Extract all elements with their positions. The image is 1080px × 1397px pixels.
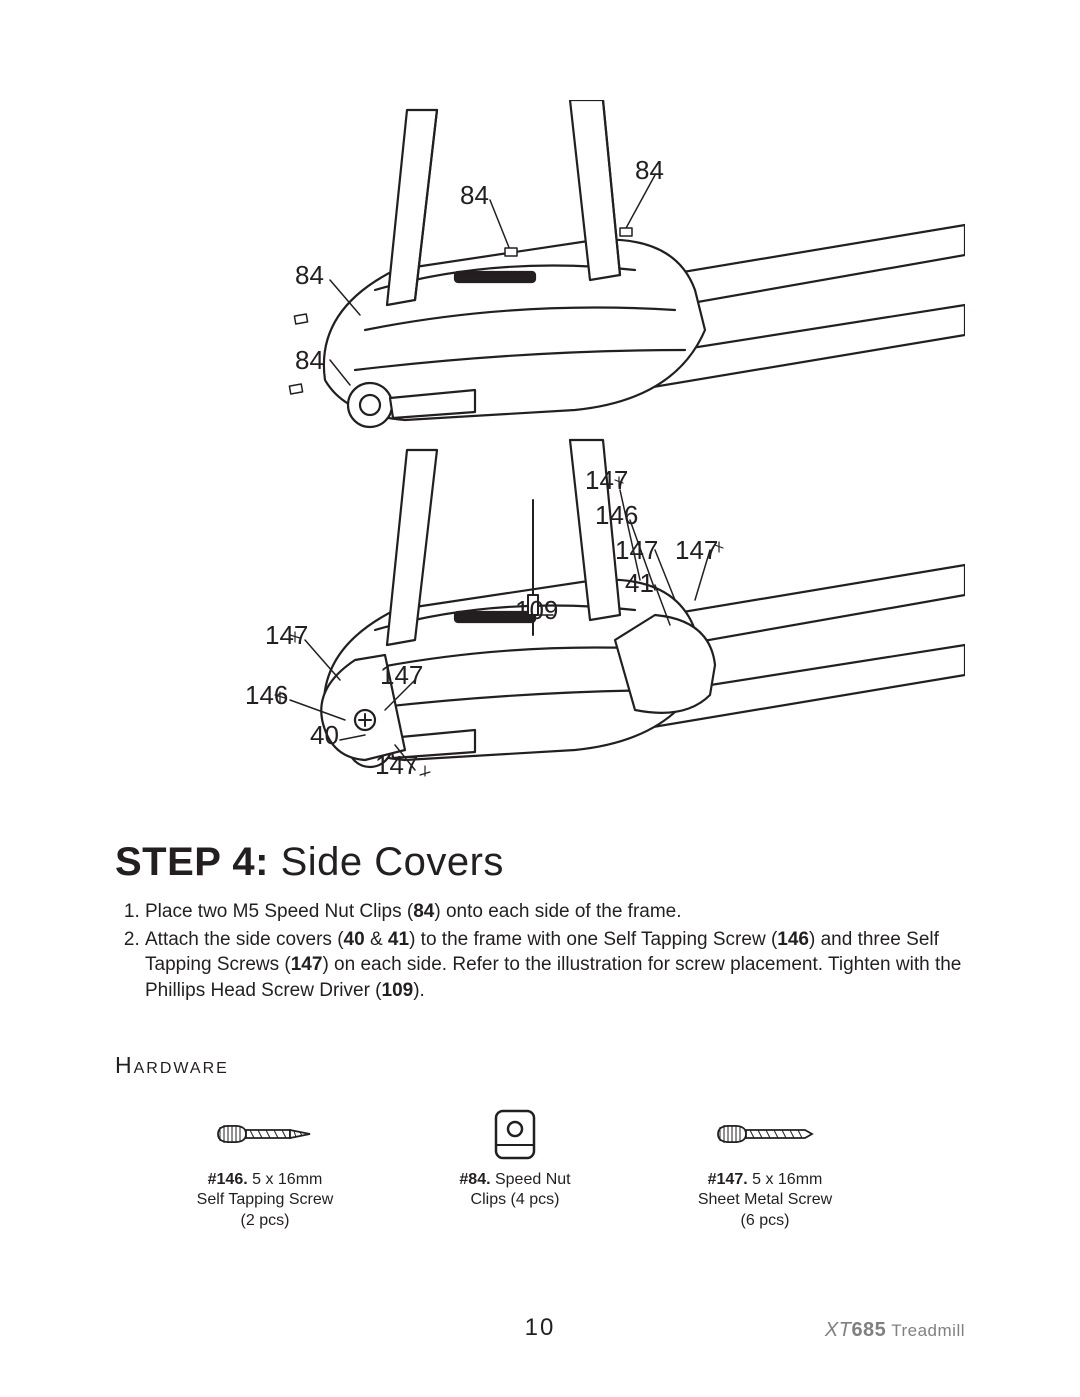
callout-147: 147	[380, 660, 423, 691]
callout-146: 146	[595, 500, 638, 531]
instruction-list: Place two M5 Speed Nut Clips (84) onto e…	[119, 899, 965, 1004]
assembly-diagram: 848484841471461471474110914714714640147	[115, 100, 965, 820]
step-title: STEP 4: Side Covers	[115, 840, 965, 885]
hardware-label: #147. 5 x 16mmSheet Metal Screw(6 pcs)	[685, 1170, 845, 1232]
callout-41: 41	[625, 568, 654, 599]
hardware-heading: Hardware	[115, 1052, 965, 1079]
callout-147: 147	[615, 535, 658, 566]
screw-icon	[185, 1107, 345, 1162]
hardware-label: #84. Speed NutClips (4 pcs)	[435, 1170, 595, 1212]
diagram-svg	[115, 100, 965, 820]
page-number: 10	[525, 1314, 556, 1342]
callout-84: 84	[295, 345, 324, 376]
callout-84: 84	[635, 155, 664, 186]
hardware-row: #146. 5 x 16mmSelf Tapping Screw(2 pcs) …	[185, 1107, 965, 1232]
step-prefix: STEP 4:	[115, 840, 269, 884]
hardware-item-146: #146. 5 x 16mmSelf Tapping Screw(2 pcs)	[185, 1107, 345, 1232]
callout-84: 84	[460, 180, 489, 211]
callout-84: 84	[295, 260, 324, 291]
speed-nut-icon	[435, 1107, 595, 1162]
sheet-metal-screw-icon	[685, 1107, 845, 1162]
hardware-item-84: #84. Speed NutClips (4 pcs)	[435, 1107, 595, 1232]
callout-147: 147	[265, 620, 308, 651]
callout-109: 109	[515, 595, 558, 626]
step-name: Side Covers	[281, 840, 504, 884]
instruction-item: Place two M5 Speed Nut Clips (84) onto e…	[145, 899, 965, 925]
product-name: XT685 Treadmill	[825, 1319, 965, 1342]
callout-147: 147	[675, 535, 718, 566]
hardware-item-147: #147. 5 x 16mmSheet Metal Screw(6 pcs)	[685, 1107, 845, 1232]
callout-146: 146	[245, 680, 288, 711]
instruction-item: Attach the side covers (40 & 41) to the …	[145, 927, 965, 1004]
callout-147: 147	[585, 465, 628, 496]
callout-40: 40	[310, 720, 339, 751]
callout-147: 147	[375, 750, 418, 781]
hardware-label: #146. 5 x 16mmSelf Tapping Screw(2 pcs)	[185, 1170, 345, 1232]
